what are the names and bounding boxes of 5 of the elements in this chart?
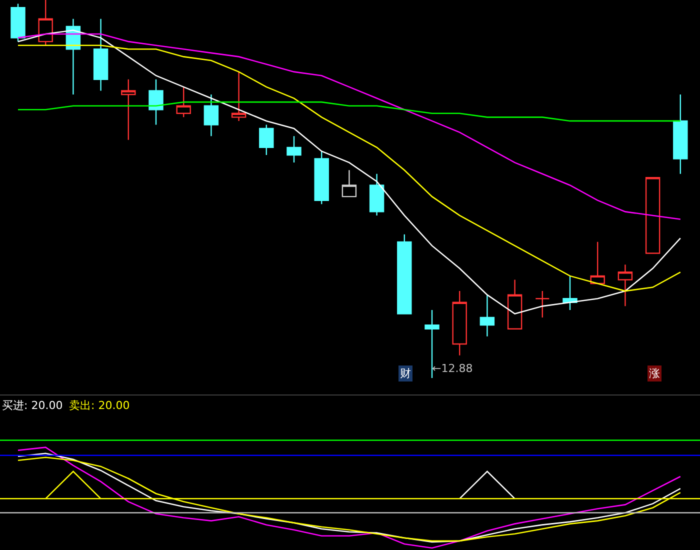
annotation: ←12.88 [432, 362, 473, 375]
annotation: 涨 [649, 367, 660, 380]
text: 卖出: 20.00 [69, 399, 130, 412]
text: 买进: 20.00 [2, 399, 63, 412]
annotation: 财 [400, 367, 411, 380]
